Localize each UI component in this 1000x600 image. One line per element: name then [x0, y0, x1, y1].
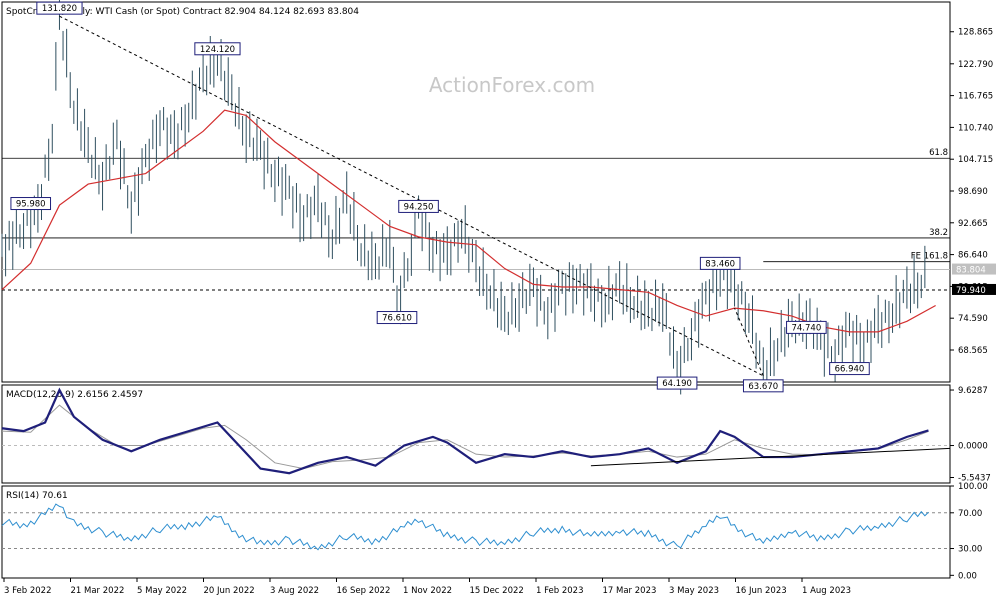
price-annotation-box	[36, 1, 83, 15]
macd-line	[1, 387, 929, 475]
rsi-tick-label: 30.00	[958, 545, 982, 555]
x-tick-label: 5 May 2022	[137, 586, 187, 596]
price-tick-label: 68.565	[958, 346, 988, 356]
price-annotation-label: 94.250	[404, 202, 434, 212]
price-annotation-box	[829, 362, 870, 376]
price-annotation-label: 74.740	[791, 323, 821, 333]
current-price-badge	[952, 263, 996, 275]
price-tick-label: 74.590	[958, 314, 988, 324]
price-annotation-box	[699, 256, 741, 270]
rsi-tick-label: 100.00	[958, 482, 988, 492]
x-tick-label: 3 Aug 2022	[270, 586, 319, 596]
macd-signal-line	[1, 404, 929, 470]
price-annotation-label: 76.610	[382, 314, 412, 324]
macd-tick-label: -5.5437	[958, 473, 991, 483]
current-price-label: 83.804	[956, 266, 986, 276]
price-tick-label: 116.765	[958, 92, 993, 102]
macd-tick-label: 0.0000	[958, 442, 988, 452]
trend-line-1	[734, 307, 764, 377]
price-annotation-box	[656, 376, 698, 390]
macd-title: MACD(12,26,9) 2.6156 2.4597	[6, 390, 143, 400]
x-tick-label: 16 Jun 2023	[736, 586, 787, 596]
x-tick-label: 3 May 2023	[669, 586, 719, 596]
fib-level-label: 38.2	[929, 228, 948, 238]
price-annotation-label: 131.820	[42, 4, 77, 14]
price-tick-label: 128.865	[958, 28, 993, 38]
price-annotation-box	[398, 199, 439, 213]
price-tick-label: 86.640	[958, 251, 988, 261]
price-tick-label: 104.715	[958, 155, 993, 165]
price-tick-label: 122.790	[958, 60, 993, 70]
fib-level-label: FE 161.8	[911, 252, 948, 262]
macd-tick-label: 9.6287	[958, 386, 988, 396]
price-annotation-label: 63.670	[748, 382, 778, 392]
price-annotation-label: 64.190	[662, 379, 692, 389]
price-tick-label: 110.740	[958, 123, 993, 133]
price-tick-label: 98.690	[958, 187, 988, 197]
price-annotation-box	[10, 197, 52, 211]
price-tick-label: 92.665	[958, 219, 988, 229]
watermark: ActionForex.com	[429, 73, 595, 97]
price-annotation-box	[194, 42, 241, 56]
price-annotation-label: 66.940	[835, 365, 865, 375]
macd-trend-line	[590, 447, 951, 467]
panel-frame-1	[1, 384, 951, 484]
rsi-title: RSI(14) 70.61	[6, 491, 68, 501]
rsi-tick-label: 70.00	[958, 509, 982, 519]
x-tick-label: 1 Aug 2023	[802, 586, 851, 596]
price-annotation-label: 124.120	[200, 45, 235, 55]
x-tick-label: 1 Nov 2022	[403, 586, 452, 596]
price-annotation-box	[742, 379, 784, 393]
price-annotation-box	[786, 320, 827, 334]
x-tick-label: 3 Feb 2022	[4, 586, 52, 596]
x-tick-label: 1 Feb 2023	[536, 586, 584, 596]
price-annotation-label: 95.980	[16, 200, 46, 210]
panel-frame-2	[1, 485, 951, 579]
price-annotation-box	[376, 311, 418, 325]
x-tick-label: 21 Mar 2022	[71, 586, 125, 596]
rsi-line	[1, 503, 929, 551]
fib-level-label: 61.8	[929, 148, 948, 158]
chart-header: SpotCrude.a, Daily: WTI Cash (or Spot) C…	[6, 7, 359, 17]
support-level-badge	[952, 283, 996, 295]
rsi-tick-label: 0.00	[958, 571, 977, 581]
support-level-label: 79.940	[956, 286, 986, 296]
x-tick-label: 15 Dec 2022	[470, 586, 524, 596]
x-tick-label: 20 Jun 2022	[204, 586, 255, 596]
x-tick-label: 16 Sep 2022	[337, 586, 391, 596]
price-annotation-label: 83.460	[705, 259, 735, 269]
x-tick-label: 17 Mar 2023	[603, 586, 657, 596]
panel-frame-0	[1, 1, 951, 383]
moving-average-line	[1, 109, 936, 333]
